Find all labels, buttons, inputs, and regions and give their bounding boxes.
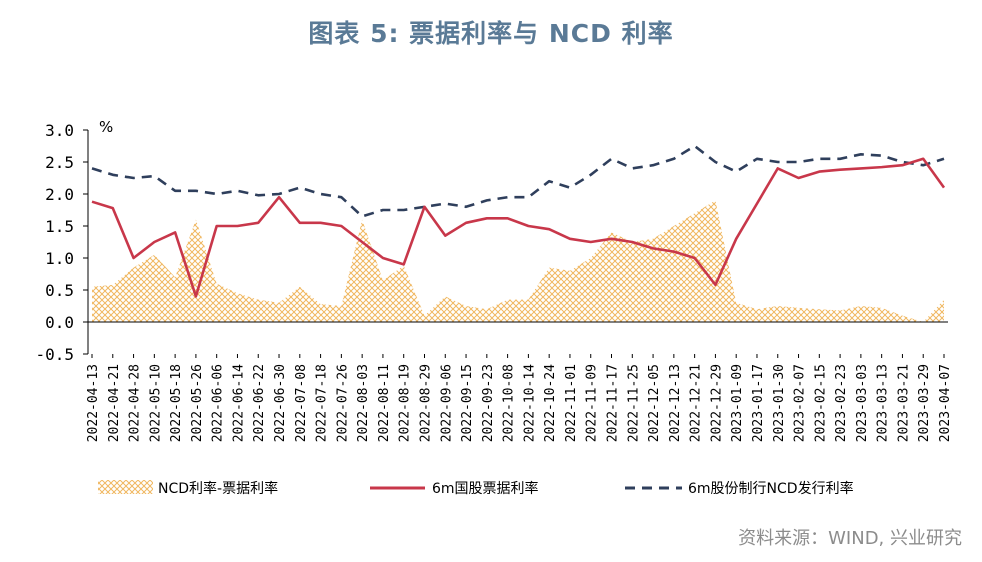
axes-group: -0.5 0.0 0.5 1.0 1.5 2.0 2.5 3.0 % 2022-04-13 2022… bbox=[35, 118, 953, 442]
x-tick-label: 2022-07-08 bbox=[294, 364, 309, 442]
y-tick-label: 2.5 bbox=[45, 153, 74, 172]
x-tick-label: 2023-03-13 bbox=[876, 364, 891, 442]
x-tick-label: 2022-09-23 bbox=[481, 364, 496, 442]
x-tick-label: 2022-08-11 bbox=[377, 364, 392, 442]
x-tick-label: 2022-04-28 bbox=[128, 364, 143, 442]
x-tick-label: 2022-11-17 bbox=[606, 364, 621, 442]
x-tick-label: 2023-02-07 bbox=[793, 364, 808, 442]
spread-area-group bbox=[92, 200, 944, 322]
x-tick-label: 2022-05-10 bbox=[148, 364, 163, 442]
x-tick-label: 2022-05-18 bbox=[169, 364, 184, 442]
x-tick-label: 2022-08-19 bbox=[398, 364, 413, 442]
y-unit-label: % bbox=[99, 118, 113, 136]
legend-label-spread: NCD利率-票据利率 bbox=[158, 480, 278, 497]
x-tick-label: 2022-06-14 bbox=[231, 364, 246, 442]
source-note: 资料来源：WIND, 兴业研究 bbox=[738, 528, 962, 549]
x-tick-label: 2023-01-30 bbox=[772, 364, 787, 442]
x-tick-label: 2022-08-03 bbox=[356, 364, 371, 442]
legend-label-bill: 6m国股票据利率 bbox=[432, 480, 539, 497]
x-tick-label: 2022-12-05 bbox=[647, 364, 662, 442]
x-tick-label: 2022-12-13 bbox=[668, 364, 683, 442]
x-tick-label: 2022-06-06 bbox=[211, 364, 226, 442]
x-tick-label: 2022-08-29 bbox=[418, 364, 433, 442]
legend-label-ncd: 6m股份制行NCD发行利率 bbox=[688, 480, 854, 497]
x-tick-label: 2023-01-09 bbox=[730, 364, 745, 442]
x-tick-label: 2022-04-21 bbox=[107, 364, 122, 442]
x-tick-label: 2022-10-08 bbox=[502, 364, 517, 442]
x-tick-label: 2022-12-21 bbox=[689, 364, 704, 442]
x-tick-label: 2022-09-15 bbox=[460, 364, 475, 442]
chart-title: 图表 5: 票据利率与 NCD 利率 bbox=[308, 19, 674, 48]
legend-swatch-spread bbox=[98, 480, 153, 494]
x-tick-label: 2022-12-29 bbox=[709, 364, 724, 442]
y-tick-label: 2.0 bbox=[45, 185, 74, 204]
x-tick-label: 2022-07-18 bbox=[315, 364, 330, 442]
bill-rate-line bbox=[91, 157, 946, 298]
x-tick-label: 2022-11-25 bbox=[626, 364, 641, 442]
x-tick-label: 2022-11-09 bbox=[585, 364, 600, 442]
x-tick-label: 2023-03-21 bbox=[896, 364, 911, 442]
x-tick-label: 2023-01-17 bbox=[751, 364, 766, 442]
x-tick-label: 2022-04-13 bbox=[86, 364, 101, 442]
x-tick-label: 2022-05-26 bbox=[190, 364, 205, 442]
y-tick-label: -0.5 bbox=[35, 345, 74, 364]
x-tick-label: 2023-03-03 bbox=[855, 364, 870, 442]
x-tick-label: 2022-10-24 bbox=[543, 364, 558, 442]
y-tick-label: 3.0 bbox=[45, 121, 74, 140]
x-tick-label: 2023-03-29 bbox=[917, 364, 932, 442]
x-tick-label: 2022-07-26 bbox=[335, 364, 350, 442]
y-tick-label: 0.0 bbox=[45, 313, 74, 332]
legend: NCD利率-票据利率 6m国股票据利率 6m股份制行NCD发行利率 bbox=[98, 480, 854, 497]
x-tick-label: 2022-06-22 bbox=[252, 364, 267, 442]
x-tick-label: 2023-04-07 bbox=[938, 364, 953, 442]
y-tick-label: 0.5 bbox=[45, 281, 74, 300]
x-tick-label: 2022-10-14 bbox=[522, 364, 537, 442]
x-tick-label: 2022-09-06 bbox=[439, 364, 454, 442]
ncd-rate-line bbox=[91, 144, 945, 218]
x-tick-label: 2022-11-01 bbox=[564, 364, 579, 442]
x-tick-label: 2022-06-30 bbox=[273, 364, 288, 442]
y-tick-label: 1.5 bbox=[45, 217, 74, 236]
x-tick-label: 2023-02-23 bbox=[834, 364, 849, 442]
lines-group bbox=[91, 144, 946, 298]
x-tick-label: 2023-02-15 bbox=[813, 364, 828, 442]
y-tick-label: 1.0 bbox=[45, 249, 74, 268]
spread-area bbox=[92, 200, 944, 322]
